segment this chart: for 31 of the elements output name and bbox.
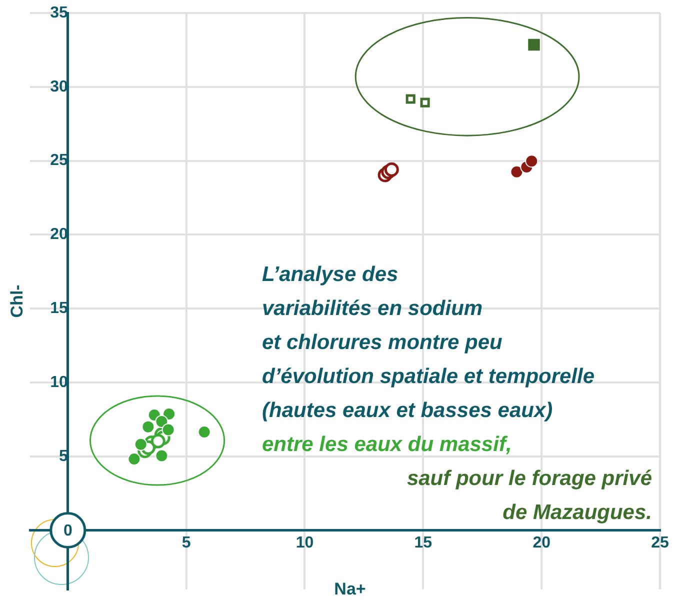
y-tick-label: 25 <box>50 152 68 170</box>
point <box>510 165 524 178</box>
annotation: sauf pour le forage privé de Mazaugues. <box>406 466 652 526</box>
point <box>527 38 541 52</box>
point <box>406 94 416 104</box>
point <box>155 415 168 428</box>
y-tick-label: 30 <box>50 78 68 96</box>
x-tick-label: 10 <box>296 534 314 552</box>
y-axis-title: Chl- <box>8 284 27 318</box>
annotation: 0 <box>63 522 72 540</box>
point <box>384 162 399 177</box>
point <box>128 452 141 466</box>
point <box>155 449 168 462</box>
point <box>525 154 538 168</box>
x-tick-label: 25 <box>651 534 669 552</box>
y-tick-label: 35 <box>50 4 68 22</box>
y-tick-label: 20 <box>50 226 68 244</box>
annotation: L’analyse des variabilités en sodium et chlorures montre peu d’évolution spatiale et temporelle (hautes eaux et basses eaux) <box>262 262 596 424</box>
x-tick-label: 15 <box>414 534 432 552</box>
point <box>162 407 176 420</box>
point <box>150 434 166 448</box>
point <box>142 420 155 434</box>
point <box>420 98 430 108</box>
x-tick-label: 20 <box>532 534 551 552</box>
annotation: entre les eaux du massif, <box>262 432 513 458</box>
point <box>162 423 175 436</box>
x-tick-label: 5 <box>182 534 191 552</box>
y-tick-label: 10 <box>50 374 68 391</box>
x-axis-title: Na+ <box>334 580 366 599</box>
point <box>198 426 211 438</box>
point <box>134 438 148 451</box>
